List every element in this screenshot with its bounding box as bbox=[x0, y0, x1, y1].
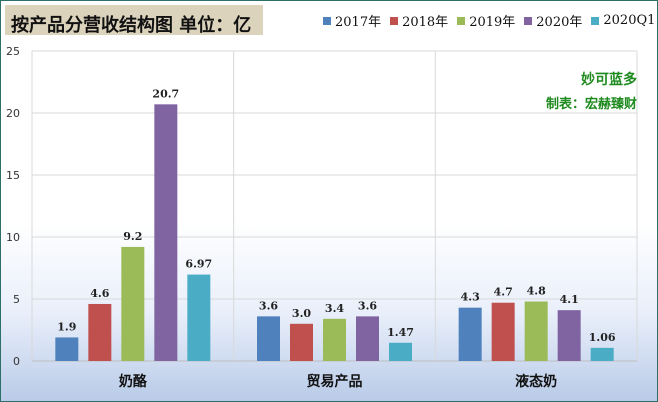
data-label: 9.2 bbox=[123, 230, 142, 243]
bar bbox=[257, 316, 280, 361]
bar bbox=[187, 274, 211, 361]
maker-note: 妙可蓝多 制表：宏赫臻财 bbox=[546, 69, 637, 112]
x-tick-label: 液态奶 bbox=[515, 373, 557, 390]
legend-swatch bbox=[390, 16, 399, 25]
data-label: 6.97 bbox=[185, 258, 212, 271]
bar bbox=[356, 316, 379, 361]
legend-swatch bbox=[323, 16, 331, 25]
data-label: 4.3 bbox=[461, 291, 480, 304]
y-tick-label: 5 bbox=[13, 293, 20, 306]
x-tick-label: 奶酪 bbox=[119, 373, 148, 390]
legend: 2017年 2018年 2019年 2020年 2020Q1 bbox=[323, 11, 655, 30]
bar bbox=[323, 318, 346, 361]
data-label: 1.47 bbox=[387, 326, 414, 339]
legend-label: 2019年 bbox=[469, 15, 516, 30]
y-tick-label: 25 bbox=[6, 45, 20, 58]
legend-swatch bbox=[524, 16, 533, 25]
legend-label: 2017年 bbox=[335, 15, 382, 30]
bar bbox=[557, 310, 581, 361]
bar bbox=[458, 307, 482, 361]
legend-item: 2019年 bbox=[457, 11, 515, 30]
data-label: 4.8 bbox=[527, 284, 546, 297]
chart-title: 按产品分营收结构图 单位：亿 bbox=[11, 15, 252, 36]
legend-label: 2020年 bbox=[536, 15, 583, 30]
data-label: 3.6 bbox=[259, 299, 278, 312]
data-label: 3.6 bbox=[358, 299, 377, 312]
bar bbox=[88, 303, 112, 361]
data-label: 1.06 bbox=[589, 331, 616, 344]
bar bbox=[55, 337, 79, 361]
x-tick-label: 贸易产品 bbox=[307, 373, 363, 390]
legend-label: 2020Q1 bbox=[603, 13, 656, 28]
data-label: 3.4 bbox=[325, 302, 344, 315]
data-label: 4.7 bbox=[494, 286, 513, 299]
bar bbox=[121, 246, 145, 361]
y-tick-label: 0 bbox=[13, 355, 20, 368]
title-box: 按产品分营收结构图 单位：亿 bbox=[5, 5, 263, 36]
legend-swatch bbox=[591, 16, 600, 25]
data-label: 4.1 bbox=[560, 293, 579, 306]
y-tick-label: 10 bbox=[6, 231, 20, 244]
bar bbox=[154, 104, 178, 361]
bar bbox=[524, 301, 548, 361]
y-tick-label: 15 bbox=[6, 169, 20, 182]
legend-label: 2018年 bbox=[402, 15, 449, 30]
data-label: 20.7 bbox=[152, 87, 179, 100]
data-label: 4.6 bbox=[90, 287, 109, 300]
bar bbox=[491, 302, 515, 361]
bar bbox=[290, 323, 313, 361]
legend-item: 2018年 bbox=[390, 11, 448, 30]
legend-swatch bbox=[457, 16, 466, 25]
legend-item: 2017年 bbox=[323, 11, 381, 30]
legend-item: 2020年 bbox=[524, 11, 582, 30]
bar bbox=[389, 342, 412, 361]
y-tick-label: 20 bbox=[6, 107, 20, 120]
data-label: 1.9 bbox=[57, 320, 76, 333]
data-label: 3.0 bbox=[292, 307, 311, 320]
maker-credit: 制表：宏赫臻财 bbox=[545, 97, 637, 112]
company-name: 妙可蓝多 bbox=[581, 72, 637, 88]
bar bbox=[590, 347, 614, 361]
legend-item: 2020Q1 bbox=[591, 11, 655, 30]
